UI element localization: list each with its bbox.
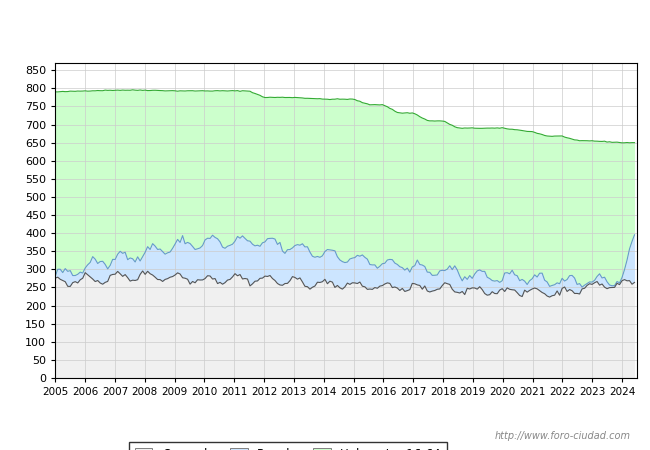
Text: http://www.foro-ciudad.com: http://www.foro-ciudad.com <box>495 431 630 441</box>
Text: Moeche - Evolucion de la poblacion en edad de Trabajar Mayo de 2024: Moeche - Evolucion de la poblacion en ed… <box>89 10 561 22</box>
Legend: Ocupados, Parados, Hab. entre 16-64: Ocupados, Parados, Hab. entre 16-64 <box>129 442 447 450</box>
